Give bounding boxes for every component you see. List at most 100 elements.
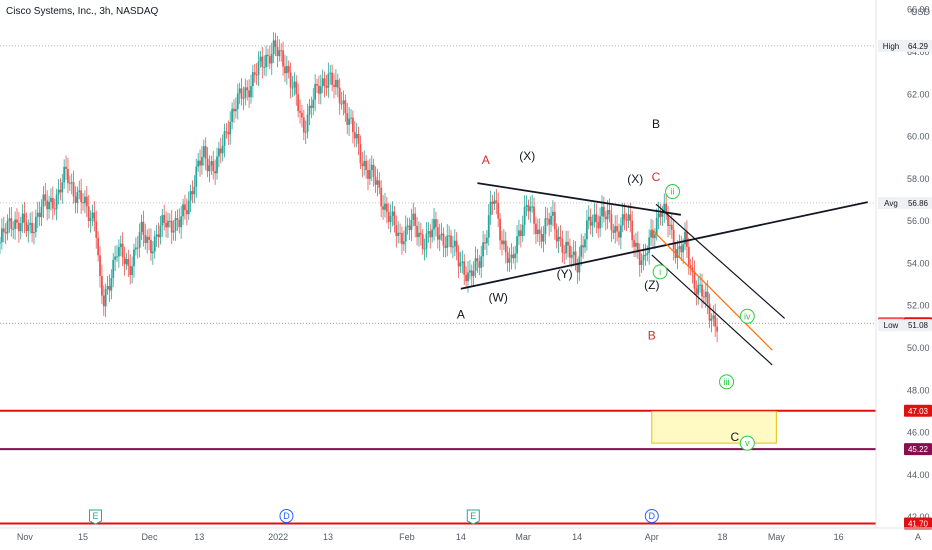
candle-body <box>180 216 183 228</box>
candle-body <box>361 163 364 167</box>
candle-body <box>476 258 479 262</box>
candle-body <box>652 230 654 239</box>
candle-body <box>448 235 451 237</box>
candle-body <box>497 202 500 219</box>
candle-body <box>21 213 24 224</box>
candle-body <box>506 252 509 263</box>
candle-body <box>535 223 537 235</box>
earnings-shape <box>88 509 102 525</box>
candle-body <box>355 133 358 139</box>
candle-body <box>244 87 247 98</box>
dividend-marker[interactable]: D <box>644 509 659 523</box>
trendline-4 <box>651 254 773 366</box>
candle-body <box>557 236 560 242</box>
candle-body <box>78 190 81 193</box>
candle-body <box>669 224 671 226</box>
candle-body <box>214 171 217 174</box>
candle-body <box>282 50 284 67</box>
candle-body <box>510 254 513 259</box>
y-tick-label: 46.00 <box>907 428 930 438</box>
candle-body <box>251 72 254 87</box>
candle-body <box>672 229 675 250</box>
candle-body <box>710 318 713 321</box>
earnings-marker[interactable]: E <box>466 509 480 525</box>
candle-body <box>572 251 575 256</box>
candle-body <box>514 253 517 259</box>
candle-body <box>285 66 288 74</box>
candle-body <box>552 211 554 216</box>
earnings-marker[interactable]: E <box>88 509 102 525</box>
candle-body <box>82 202 84 204</box>
candle-body <box>19 223 22 232</box>
candle-body <box>134 247 137 250</box>
candle-body <box>85 196 88 207</box>
candle-body <box>197 160 200 167</box>
candle-body <box>595 214 598 223</box>
candle-body <box>348 118 351 125</box>
level-name: Low <box>884 321 899 330</box>
candle-body <box>540 234 543 242</box>
candle-body <box>536 229 539 235</box>
wave-circle: ii <box>665 184 681 200</box>
candle-body <box>187 200 190 215</box>
candle-body <box>546 218 549 220</box>
candle-body <box>12 228 15 230</box>
candle-body <box>410 220 413 231</box>
wave-label: B <box>648 329 656 343</box>
dividend-marker[interactable]: D <box>279 509 294 523</box>
candle-body <box>248 90 250 98</box>
x-tick-label: 14 <box>572 532 582 542</box>
candle-body <box>336 79 339 88</box>
candle-body <box>44 194 47 201</box>
candle-body <box>236 93 239 110</box>
candle-body <box>395 225 398 236</box>
candle-body <box>646 253 649 255</box>
candle-body <box>421 234 424 250</box>
price-axis: 42.00 44.00 46.00 48.00 50.00 52.00 54.00 56.00… <box>875 0 932 530</box>
candle-body <box>184 204 186 211</box>
candle-body <box>321 78 324 87</box>
x-tick-label: 18 <box>717 532 727 542</box>
y-tick-label: 58.00 <box>907 174 930 184</box>
candle-body <box>467 272 469 282</box>
candle-body <box>380 187 383 207</box>
candle-body <box>323 78 326 86</box>
candle-body <box>295 81 298 95</box>
candle-body <box>387 211 390 223</box>
candle-body <box>308 105 311 115</box>
candle-body <box>606 209 609 220</box>
candle-body <box>533 206 535 224</box>
candle-body <box>638 252 641 266</box>
candle-body <box>150 239 152 254</box>
candle-body <box>310 105 313 108</box>
candle-body <box>255 74 258 76</box>
candle-body <box>697 284 700 295</box>
candle-body <box>714 315 717 327</box>
dividend-shape <box>279 509 294 523</box>
candle-body <box>208 165 211 172</box>
candle-body <box>16 219 18 223</box>
wave-circle-label: iii <box>724 377 730 387</box>
candle-body <box>74 196 77 203</box>
candle-body <box>350 117 352 119</box>
candle-body <box>659 213 662 217</box>
candle-body <box>542 234 545 242</box>
x-tick-label: Feb <box>399 532 415 542</box>
target-zone <box>651 410 777 444</box>
candle-body <box>174 218 177 232</box>
candle-body <box>695 288 698 295</box>
candle-body <box>195 166 198 187</box>
candle-body <box>561 238 564 253</box>
candle-body <box>565 241 568 254</box>
candle-body <box>518 230 520 237</box>
y-tick-label: 42.00 <box>907 512 930 522</box>
candle-body <box>34 216 37 232</box>
candle-body <box>636 242 639 253</box>
candle-body <box>76 192 79 203</box>
candle-body <box>502 240 505 245</box>
candle-body <box>525 205 528 207</box>
candle-body <box>665 203 668 215</box>
candle-body <box>72 182 75 197</box>
